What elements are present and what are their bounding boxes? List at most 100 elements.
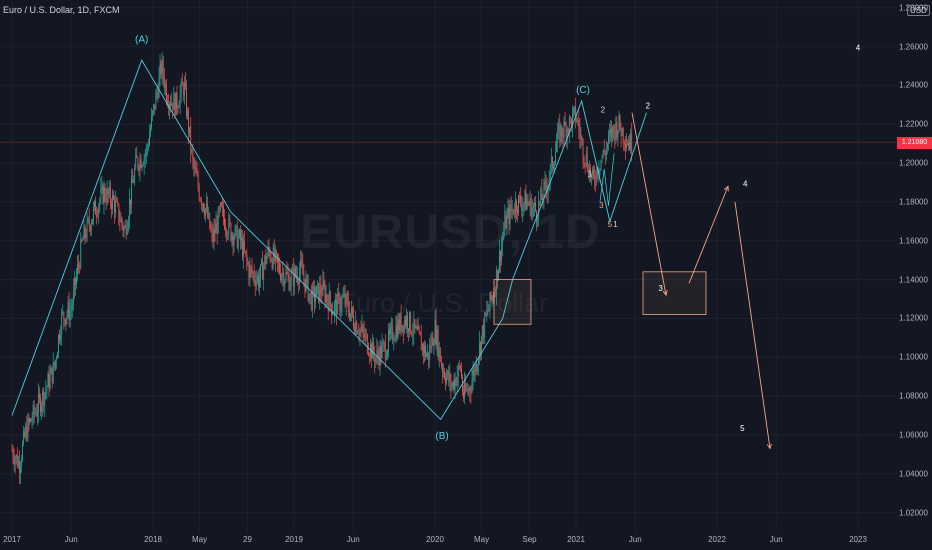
- candle-body: [292, 268, 294, 286]
- candle-body: [381, 344, 383, 358]
- candle-body: [534, 202, 535, 207]
- candle-body: [47, 374, 49, 387]
- candle-body: [145, 147, 147, 156]
- candle-body: [580, 137, 582, 139]
- time-axis[interactable]: 2017 Jun 2018 May 29 2019 Jun 2020 May Sep 2021 Jun…: [0, 532, 932, 550]
- candle-body: [545, 181, 547, 189]
- candle-body: [581, 137, 583, 141]
- candle-body: [40, 397, 41, 413]
- candle-body: [509, 204, 511, 225]
- candle-body: [396, 325, 398, 339]
- candle-body: [78, 264, 80, 266]
- candle-body: [138, 167, 140, 171]
- drawing-tools-layer[interactable]: [11, 59, 772, 450]
- candle-body: [247, 260, 249, 265]
- candle-body: [523, 202, 525, 206]
- candle-body: [250, 266, 252, 268]
- candle-body: [252, 272, 254, 274]
- candle-body: [364, 334, 366, 338]
- candle-body: [82, 239, 84, 241]
- candle-body: [315, 296, 316, 302]
- candle-body: [213, 228, 215, 242]
- candle-body: [60, 334, 62, 340]
- projection-arrow: [688, 186, 729, 284]
- candle-body: [481, 335, 482, 354]
- candle-body: [128, 199, 130, 220]
- candle-body: [600, 159, 602, 169]
- target-box: [642, 271, 707, 315]
- candle-body: [390, 327, 391, 335]
- candle-body: [394, 338, 396, 341]
- candle-body: [518, 195, 519, 213]
- candle-body: [479, 342, 480, 359]
- candle-body: [45, 389, 47, 393]
- candle-body: [305, 278, 307, 292]
- candle-body: [130, 199, 131, 205]
- price-axis[interactable]: 1.28000 1.26000 1.24000 1.22000 1.20000 1.180…: [897, 0, 932, 532]
- elliott-wave-path: [11, 59, 647, 421]
- candle-body: [593, 169, 595, 175]
- candle-body: [569, 117, 571, 119]
- time-tick-label: 2017: [3, 535, 21, 544]
- candle-body: [195, 167, 197, 174]
- candle-body: [613, 125, 615, 130]
- candle-body: [544, 181, 546, 183]
- candle-body: [363, 331, 365, 338]
- symbol-title[interactable]: Euro / U.S. Dollar, 1D, FXCM: [3, 5, 120, 15]
- price-tick-label: 1.22000: [899, 119, 928, 129]
- candle-body: [525, 191, 527, 210]
- candle-body: [439, 347, 441, 362]
- candle-body: [190, 126, 192, 152]
- candle-body: [318, 283, 320, 302]
- candle-body: [482, 325, 483, 336]
- wave-label: 2: [601, 106, 606, 115]
- candle-body: [602, 150, 604, 158]
- candle-body: [253, 272, 255, 280]
- candle-body: [155, 93, 157, 110]
- candle-body: [102, 185, 104, 204]
- candle-body: [385, 356, 387, 360]
- candle-body: [27, 418, 29, 440]
- candle-body: [310, 292, 312, 310]
- candle-body: [137, 158, 139, 168]
- candle-body: [171, 102, 173, 106]
- candle-body: [266, 255, 268, 264]
- candle-body: [230, 223, 232, 241]
- candle-body: [520, 195, 522, 205]
- candle-body: [382, 342, 384, 345]
- candle-body: [231, 234, 233, 241]
- candle-body: [286, 272, 288, 274]
- candle-body: [456, 376, 458, 386]
- candle-body: [30, 418, 32, 422]
- candle-body: [236, 225, 238, 248]
- price-tick-label: 1.18000: [899, 197, 928, 207]
- candle-body: [165, 83, 167, 102]
- arrow-head: [662, 290, 668, 297]
- candle-body: [574, 106, 575, 109]
- candle-body: [415, 326, 417, 328]
- candle-body: [615, 122, 617, 140]
- candle-body: [29, 418, 31, 423]
- candle-body: [189, 126, 191, 134]
- candle-body: [101, 185, 103, 189]
- price-tick-label: 1.24000: [899, 80, 928, 90]
- candle-body: [256, 275, 258, 280]
- candle-body: [487, 310, 489, 312]
- candle-body: [194, 167, 196, 169]
- candle-body: [95, 200, 96, 215]
- candle-body: [624, 143, 626, 148]
- candle-body: [317, 283, 319, 287]
- chart-grid: [0, 0, 897, 532]
- candle-body: [554, 163, 555, 167]
- candle-body: [255, 279, 257, 286]
- candle-body: [367, 352, 369, 355]
- candle-body: [87, 218, 89, 220]
- currency-badge[interactable]: USD: [907, 5, 930, 16]
- candle-body: [316, 286, 317, 297]
- candle-body: [57, 353, 58, 359]
- candle-body: [496, 269, 498, 281]
- candle-body: [461, 368, 462, 378]
- name-watermark: Euro / U.S. Dollar: [338, 288, 549, 318]
